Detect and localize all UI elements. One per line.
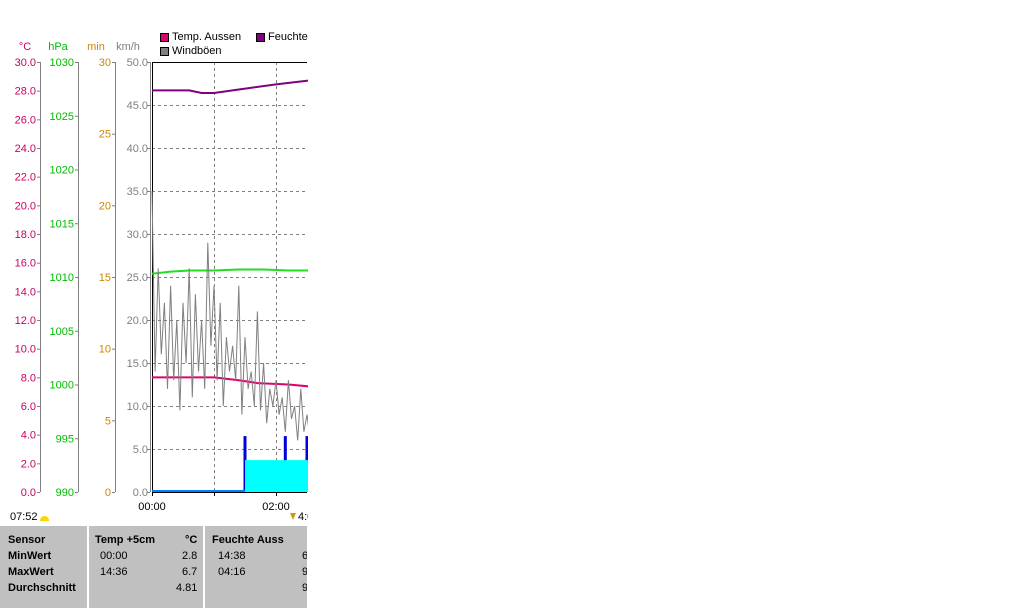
chart-area: °C 30.0 28.0 26.0 24.0 22.0 20.0 18.0 16.0 14.0 12…	[0, 0, 308, 525]
legend-label-wind: Windböen	[172, 45, 222, 57]
pressure-tick-label: 990	[56, 487, 74, 499]
minutes-tick-label: 0	[105, 487, 111, 499]
pressure-tick-label: 1030	[50, 57, 74, 69]
temp-tick-label: 4.0	[21, 430, 36, 442]
wind-tick-label: 0.0	[133, 487, 148, 499]
legend-swatch-feuchte	[256, 33, 265, 42]
temp-tick-label: 20.0	[15, 200, 36, 212]
wind-tick-label: 45.0	[127, 100, 148, 112]
stats-table: Sensor MinWert MaxWert Durchschnitt Temp…	[0, 526, 307, 608]
pressure-tick-label: 1020	[50, 165, 74, 177]
stats-label-max: MaxWert	[8, 566, 54, 578]
minutes-tick-label: 25	[99, 129, 111, 141]
stats-min-val2: 6	[302, 550, 307, 562]
temp-tick-label: 18.0	[15, 229, 36, 241]
temp-tick-label: 10.0	[15, 344, 36, 356]
wind-tick-label: 5.0	[133, 444, 148, 456]
wind-tick-label: 15.0	[127, 358, 148, 370]
stats-max-time2: 04:16	[218, 566, 246, 578]
wind-tick-label: 10.0	[127, 401, 148, 413]
series-windb-en-line	[151, 190, 308, 441]
pressure-tick-label: 995	[56, 433, 74, 445]
x-tick-label: 02:00	[262, 501, 290, 513]
pressure-tick-label: 1005	[50, 326, 74, 338]
temp-tick-label: 16.0	[15, 258, 36, 270]
marker-icon	[290, 513, 296, 520]
stats-header-sensor: Sensor	[8, 534, 46, 546]
temp-tick-label: 0.0	[21, 487, 36, 499]
temp-tick-label: 26.0	[15, 114, 36, 126]
wind-tick-label: 35.0	[127, 186, 148, 198]
temp-tick-label: 6.0	[21, 401, 36, 413]
stats-label-min: MinWert	[8, 550, 52, 562]
minutes-axis-unit: min	[87, 41, 105, 53]
minutes-tick-label: 30	[99, 57, 111, 69]
minutes-tick-label: 20	[99, 200, 111, 212]
temp-axis-unit: °C	[19, 41, 31, 53]
stats-avg-val2: 9	[302, 582, 307, 594]
temp-tick-label: 14.0	[15, 286, 36, 298]
marker-text: 4:0	[298, 511, 308, 523]
legend-item-temp: Temp. Aussen	[160, 31, 241, 44]
legend-item-feuchte: Feuchte	[256, 31, 308, 44]
stats-min-time1: 00:00	[100, 550, 128, 562]
wind-tick-label: 40.0	[127, 143, 148, 155]
current-time: 07:52	[10, 511, 38, 523]
stats-max-time1: 14:36	[100, 566, 128, 578]
legend-swatch-wind	[160, 47, 169, 56]
wind-tick-label: 20.0	[127, 315, 148, 327]
stats-separator-1	[87, 526, 89, 608]
wind-axis-unit: km/h	[116, 41, 140, 53]
stats-header-feuchte: Feuchte Auss	[212, 534, 284, 546]
pressure-tick-label: 1015	[50, 218, 74, 230]
x-tick-label: 00:00	[138, 501, 166, 513]
legend-label-feuchte: Feuchte	[268, 31, 308, 43]
pressure-tick-label: 1025	[50, 111, 74, 123]
temp-tick-label: 8.0	[21, 372, 36, 384]
temp-tick-label: 12.0	[15, 315, 36, 327]
minutes-tick-label: 10	[99, 344, 111, 356]
stats-separator-2	[203, 526, 205, 608]
pressure-axis-unit: hPa	[48, 41, 68, 53]
stats-max-val1: 6.7	[182, 566, 198, 578]
minutes-tick-label: 15	[99, 272, 111, 284]
legend-swatch-temp	[160, 33, 169, 42]
stats-min-val1: 2.8	[182, 550, 198, 562]
series-feuchte-line	[152, 79, 308, 94]
legend: Temp. Aussen Feuchte Windböen	[160, 31, 308, 59]
pressure-tick-label: 1010	[50, 272, 74, 284]
temp-tick-label: 28.0	[15, 86, 36, 98]
series-temp-aussen-line	[152, 376, 308, 388]
chart-svg: °C 30.0 28.0 26.0 24.0 22.0 20.0 18.0 16.0 14.0 12…	[15, 41, 308, 513]
stats-avg-val1: 4.81	[176, 582, 198, 594]
temp-tick-label: 22.0	[15, 172, 36, 184]
temp-tick-label: 30.0	[15, 57, 36, 69]
temp-tick-label: 24.0	[15, 143, 36, 155]
pressure-tick-label: 1000	[50, 380, 74, 392]
series-cyan-area	[152, 460, 308, 492]
stats-max-val2: 9	[302, 566, 307, 578]
minutes-tick-label: 5	[105, 415, 111, 427]
wind-tick-label: 30.0	[127, 229, 148, 241]
stats-header-temp: Temp +5cm	[95, 534, 156, 546]
series-luftdruck-line	[151, 268, 308, 275]
temp-tick-label: 2.0	[21, 458, 36, 470]
stats-min-time2: 14:38	[218, 550, 246, 562]
sun-icon	[40, 516, 49, 521]
stats-label-avg: Durchschnitt	[8, 582, 76, 594]
time-row: 07:52 4:0	[0, 510, 308, 526]
wind-tick-label: 50.0	[127, 57, 148, 69]
legend-label-temp: Temp. Aussen	[172, 31, 242, 43]
legend-item-wind: Windböen	[160, 45, 222, 58]
stats-header-unit: °C	[185, 534, 198, 546]
wind-tick-label: 25.0	[127, 272, 148, 284]
